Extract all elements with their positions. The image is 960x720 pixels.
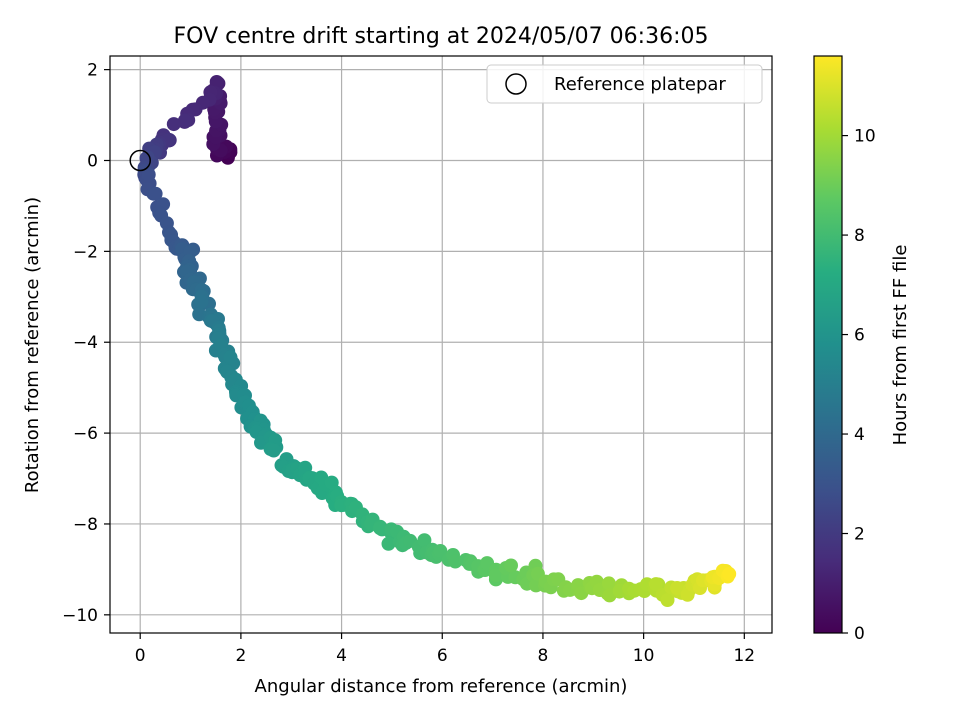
data-point (194, 294, 209, 309)
grid-lines (110, 56, 772, 633)
data-point (448, 554, 463, 569)
legend-marker-icon (505, 73, 527, 95)
legend-box (486, 64, 763, 104)
y-tick-label: −10 (62, 606, 98, 626)
legend[interactable]: Reference platepar (486, 64, 763, 104)
x-axis-ticks: 0 2 4 6 8 10 12 (135, 633, 755, 666)
data-point (223, 350, 238, 365)
x-tick-label: 6 (437, 646, 448, 666)
reference-platepar-marker (129, 149, 151, 172)
colorbar-tick-label: 0 (854, 624, 865, 644)
colorbar: 0 2 4 6 8 10 Hours from first FF file (813, 55, 911, 644)
colorbar-tick-label: 2 (854, 525, 865, 545)
data-point (148, 186, 163, 201)
y-tick-label: 2 (87, 61, 98, 81)
x-axis-label: Angular distance from reference (arcmin) (255, 676, 628, 697)
x-tick-label: 10 (633, 646, 655, 666)
data-point (373, 521, 388, 536)
y-tick-label: −4 (73, 333, 98, 353)
colorbar-tick-label: 8 (854, 226, 865, 246)
y-tick-label: −8 (73, 515, 98, 535)
y-tick-label: 0 (87, 151, 98, 171)
data-point (649, 577, 663, 592)
colorbar-ticks: 0 2 4 6 8 10 (842, 127, 876, 644)
data-point (433, 544, 448, 558)
colorbar-gradient (813, 55, 843, 634)
colorbar-label: Hours from first FF file (890, 245, 911, 446)
x-tick-label: 8 (538, 646, 549, 666)
data-point (488, 568, 503, 583)
data-point (166, 117, 181, 132)
colorbar-tick-label: 4 (854, 425, 865, 445)
legend-label: Reference platepar (554, 74, 726, 95)
data-point (177, 113, 192, 128)
data-point (504, 558, 518, 573)
data-point (209, 75, 224, 89)
chart-title: FOV centre drift starting at 2024/05/07 … (174, 24, 709, 49)
data-point (417, 533, 432, 548)
y-tick-label: −6 (73, 424, 98, 444)
y-axis-ticks: −10 −8 −6 −4 −2 0 2 (62, 61, 110, 626)
x-tick-label: 0 (135, 646, 146, 666)
data-point (660, 593, 675, 607)
data-point (266, 443, 281, 458)
colorbar-tick-label: 10 (854, 127, 876, 147)
x-tick-label: 2 (235, 646, 246, 666)
y-tick-label: −2 (73, 242, 98, 262)
data-point (381, 536, 396, 551)
colorbar-tick-label: 6 (854, 326, 865, 346)
data-point (601, 576, 616, 591)
data-points (137, 75, 737, 607)
plot-frame (109, 55, 773, 634)
data-point (670, 581, 685, 595)
x-tick-label: 4 (336, 646, 347, 666)
x-tick-label: 12 (733, 646, 755, 666)
data-point (722, 566, 737, 581)
y-axis-label: Rotation from reference (arcmin) (22, 197, 43, 493)
data-point (141, 167, 156, 182)
